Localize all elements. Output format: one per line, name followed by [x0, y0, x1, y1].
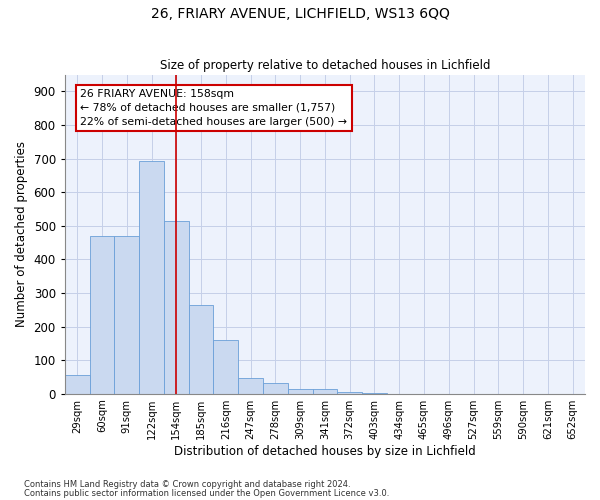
X-axis label: Distribution of detached houses by size in Lichfield: Distribution of detached houses by size …	[174, 444, 476, 458]
Bar	[65, 374, 89, 394]
Text: Contains public sector information licensed under the Open Government Licence v3: Contains public sector information licen…	[24, 488, 389, 498]
Text: 26, FRIARY AVENUE, LICHFIELD, WS13 6QQ: 26, FRIARY AVENUE, LICHFIELD, WS13 6QQ	[151, 8, 449, 22]
Text: 26 FRIARY AVENUE: 158sqm
← 78% of detached houses are smaller (1,757)
22% of sem: 26 FRIARY AVENUE: 158sqm ← 78% of detach…	[80, 89, 347, 127]
Bar	[139, 161, 164, 394]
Bar	[263, 383, 288, 394]
Bar	[337, 392, 362, 394]
Bar	[313, 390, 337, 394]
Title: Size of property relative to detached houses in Lichfield: Size of property relative to detached ho…	[160, 59, 490, 72]
Bar	[115, 236, 139, 394]
Text: Contains HM Land Registry data © Crown copyright and database right 2024.: Contains HM Land Registry data © Crown c…	[24, 480, 350, 489]
Bar	[89, 236, 115, 394]
Bar	[288, 388, 313, 394]
Bar	[164, 222, 188, 394]
Bar	[238, 378, 263, 394]
Bar	[188, 304, 214, 394]
Y-axis label: Number of detached properties: Number of detached properties	[15, 141, 28, 327]
Bar	[214, 340, 238, 394]
Bar	[362, 393, 387, 394]
